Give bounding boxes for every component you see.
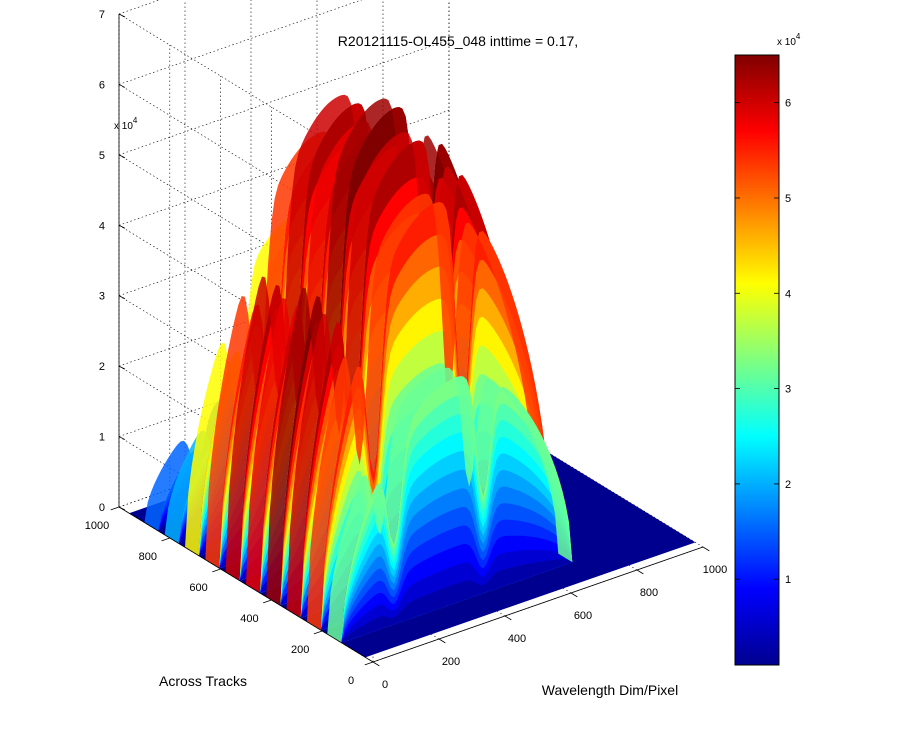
y-tick-label: 200: [291, 644, 309, 656]
x-axis-label: Wavelength Dim/Pixel: [542, 682, 678, 698]
z-tick-label: 3: [99, 291, 105, 303]
x-tick-label: 600: [574, 610, 592, 622]
x-tick-label: 1000: [703, 564, 727, 576]
y-tick-label: 400: [240, 613, 258, 625]
colorbar-gradient: [734, 54, 780, 666]
surface-strip: [327, 367, 573, 643]
colorbar: 1 2 3 4 5 6 x 104: [734, 32, 801, 666]
z-tick-label: 6: [99, 79, 105, 91]
z-tick-label: 0: [99, 502, 105, 514]
colorbar-tick-label: 4: [785, 288, 791, 300]
z-tick-label: 2: [99, 361, 105, 373]
tick-labels: 0 200 400 600 800 1000 0 200 400 600 800 1000 0 1 2 3 4 5…: [85, 9, 727, 691]
x-tick-label: 0: [382, 679, 388, 691]
colorbar-tick-label: 5: [785, 193, 791, 205]
z-tick-label: 7: [99, 9, 105, 21]
y-axis-label: Across Tracks: [159, 673, 247, 689]
z-exponent-label: x 104: [114, 116, 138, 132]
colorbar-tick-label: 2: [785, 479, 791, 491]
y-tick-label: 600: [189, 582, 207, 594]
colorbar-exponent-label: x 104: [777, 32, 801, 48]
z-tick-label: 5: [99, 150, 105, 162]
y-tick-label: 1000: [85, 520, 109, 532]
colorbar-tick-label: 6: [785, 98, 791, 110]
colorbar-tick-label: 1: [785, 574, 791, 586]
y-tick-label: 800: [139, 551, 157, 563]
z-tick-label: 4: [99, 220, 105, 232]
chart-title: R20121115-OL455_048 inttime = 0.17,: [338, 33, 578, 49]
axes: [118, 14, 704, 663]
y-tick-label: 0: [348, 675, 354, 687]
colorbar-tick-label: 3: [785, 384, 791, 396]
surface-strips: [144, 94, 573, 643]
x-tick-label: 800: [640, 587, 658, 599]
x-tick-label: 400: [508, 633, 526, 645]
x-tick-label: 200: [442, 656, 460, 668]
colorbar-ticks: 1 2 3 4 5 6: [735, 98, 791, 586]
z-tick-label: 1: [99, 432, 105, 444]
